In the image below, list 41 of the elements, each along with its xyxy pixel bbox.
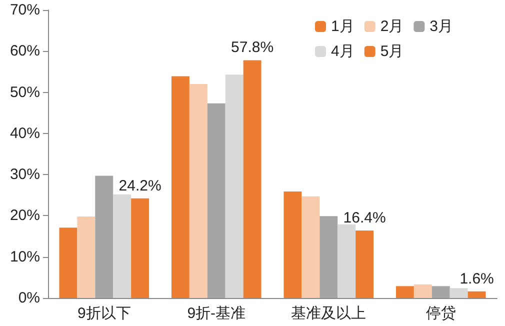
y-tick-label: 40% <box>10 124 40 142</box>
bar <box>284 191 302 298</box>
bar <box>356 230 374 298</box>
legend-label: 4月 <box>331 43 354 60</box>
x-tick-label: 基准及以上 <box>291 305 366 322</box>
y-tick-label: 0% <box>18 290 40 306</box>
bar <box>243 60 262 298</box>
bar <box>77 216 96 298</box>
bar <box>189 84 208 298</box>
bar <box>59 228 78 298</box>
y-tick-label: 20% <box>10 207 40 224</box>
legend-label: 1月 <box>331 18 354 35</box>
y-tick-label: 60% <box>10 42 40 60</box>
y-tick-label: 10% <box>10 248 40 266</box>
bar <box>396 286 414 298</box>
bar <box>171 76 190 298</box>
bar <box>207 103 226 298</box>
legend-label: 2月 <box>380 18 404 35</box>
bar <box>450 288 468 298</box>
x-tick-label: 9折-基准 <box>187 305 246 322</box>
bar <box>414 284 432 298</box>
bar <box>432 286 450 298</box>
x-tick-label: 9折以下 <box>77 305 131 322</box>
data-label: 1.6% <box>460 270 494 288</box>
data-label: 57.8% <box>231 39 274 56</box>
y-tick-label: 50% <box>10 84 40 101</box>
data-label: 16.4% <box>343 210 386 227</box>
bar <box>131 198 150 298</box>
bar <box>468 291 486 298</box>
bar <box>338 224 356 298</box>
data-label: 24.2% <box>118 177 162 194</box>
legend-label: 3月 <box>430 18 454 35</box>
bar <box>225 74 244 298</box>
x-tick-label: 停贷 <box>426 305 456 322</box>
bar <box>302 196 320 298</box>
bar <box>320 216 338 298</box>
legend-label: 5月 <box>380 43 404 60</box>
bar <box>113 194 132 298</box>
y-tick-label: 70% <box>10 2 40 18</box>
bar <box>95 176 114 298</box>
y-tick-label: 30% <box>10 166 40 184</box>
